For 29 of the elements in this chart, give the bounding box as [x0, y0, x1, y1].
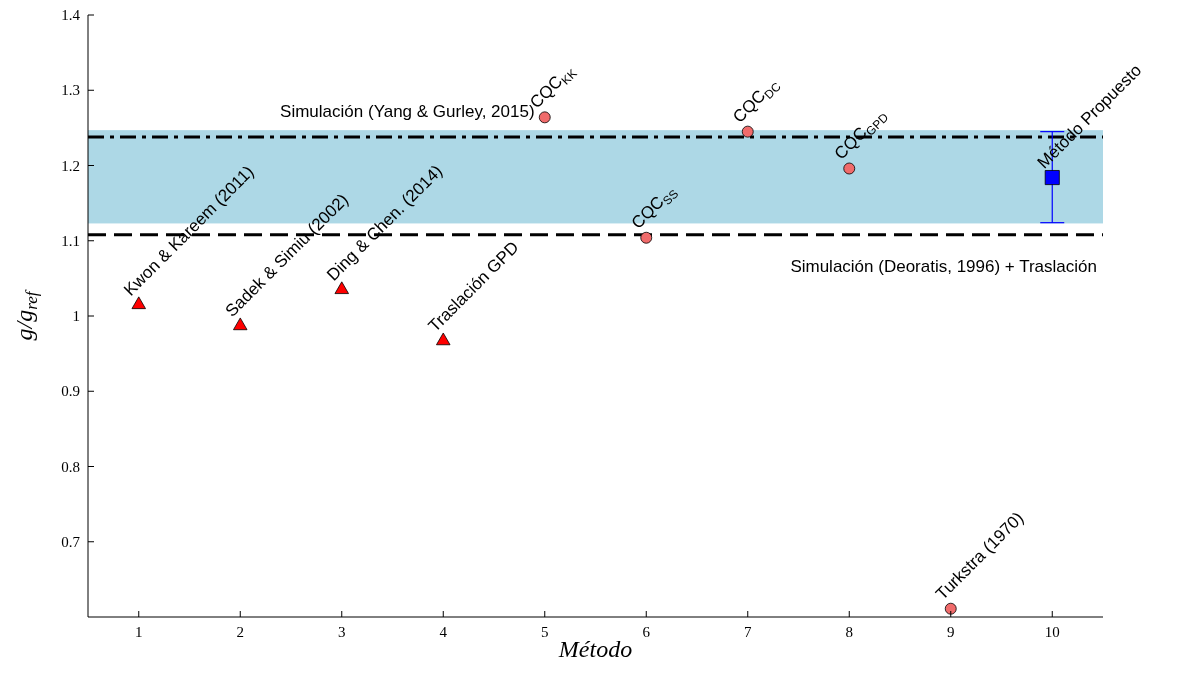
y-tick-label: 1.2 — [61, 157, 80, 174]
x-tick-label: 7 — [744, 624, 752, 640]
x-tick-label: 2 — [236, 624, 244, 640]
point — [1044, 170, 1060, 186]
y-tick-label: 1 — [72, 308, 80, 324]
x-tick-label: 6 — [642, 624, 651, 640]
point — [538, 111, 551, 124]
point — [233, 317, 248, 331]
y-tick-label: 0.8 — [61, 458, 80, 475]
point — [334, 281, 349, 294]
x-tick-label: 1 — [135, 624, 143, 640]
point — [131, 296, 146, 310]
point — [436, 332, 451, 346]
ref-line-label: Simulación (Deoratis, 1996) + Traslación — [790, 256, 1097, 276]
x-tick-label: 8 — [845, 624, 853, 640]
y-tick-label: 1.1 — [61, 232, 80, 249]
y-tick-label: 0.9 — [61, 383, 80, 400]
x-axis-title: Método — [557, 636, 633, 662]
point — [741, 125, 754, 138]
y-tick-label: 1.3 — [61, 82, 80, 99]
x-tick-label: 3 — [338, 624, 346, 640]
x-tick-label: 9 — [947, 624, 955, 640]
y-tick-label: 0.7 — [61, 533, 81, 550]
point — [843, 162, 856, 175]
y-tick-label: 1.4 — [61, 7, 81, 23]
point — [640, 231, 653, 244]
x-tick-label: 10 — [1044, 624, 1060, 640]
x-tick-label: 4 — [439, 624, 448, 640]
x-tick-label: 5 — [541, 624, 549, 640]
